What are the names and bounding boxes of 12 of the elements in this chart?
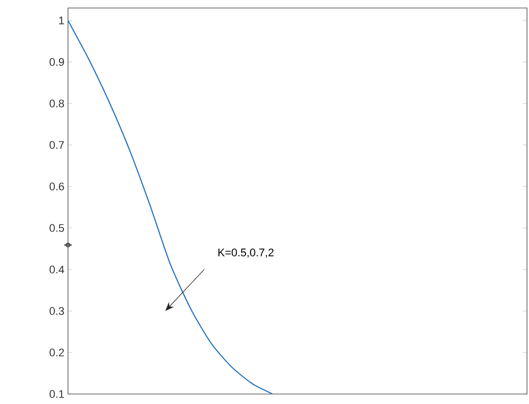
y-tick-label: 0.8 xyxy=(50,100,64,108)
annotation: K=0.5,0.7,2 xyxy=(218,248,274,258)
y-tick-label: 0.7 xyxy=(50,141,64,149)
y-tick-label: 0.2 xyxy=(50,348,64,356)
y-tick-label: 0.1 xyxy=(50,390,64,398)
y-tick-label: 0.3 xyxy=(50,307,64,315)
y-tick-label: 0.6 xyxy=(50,182,64,190)
y-tick-label: 0.9 xyxy=(50,58,64,66)
y-tick-label: 0.5 xyxy=(50,224,64,232)
y-tick-label: 0.4 xyxy=(50,266,64,274)
y-tick-label: 1 xyxy=(59,16,64,24)
y-axis-title: ϕ xyxy=(64,242,72,248)
